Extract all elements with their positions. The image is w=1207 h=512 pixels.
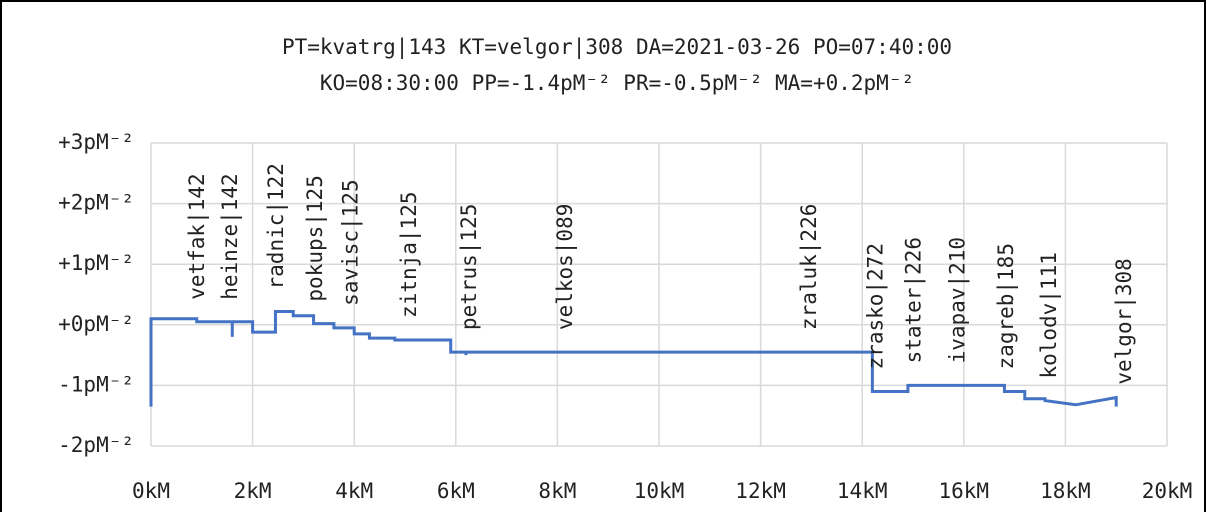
station-label: savisc|125 — [339, 179, 364, 305]
chart-title: PT=kvatrg|143 KT=velgor|308 DA=2021-03-2… — [282, 35, 952, 60]
x-tick-label: 20kM — [1142, 479, 1193, 503]
x-tick-label: 8kM — [538, 479, 576, 503]
x-tick-label: 0kM — [132, 479, 170, 503]
line — [149, 309, 1118, 407]
station-label: zitnja|125 — [397, 192, 422, 318]
y-tick-label: +1pM⁻² — [58, 251, 134, 275]
y-tick-label: +2pM⁻² — [58, 191, 134, 215]
station-label: kolodv|111 — [1037, 252, 1062, 378]
x-tick-label: 2kM — [234, 479, 272, 503]
station-label: pokups|125 — [303, 175, 328, 301]
y-tick-label: -1pM⁻² — [58, 372, 134, 396]
station-label: zagreb|185 — [994, 243, 1019, 369]
x-tick-label: 12kM — [735, 479, 786, 503]
x-tick-label: 16kM — [939, 479, 990, 503]
y-tick-label: +3pM⁻² — [58, 130, 134, 154]
x-tick-label: 4kM — [335, 479, 373, 503]
x-tick-label: 14kM — [837, 479, 888, 503]
x-tick-label: 10kM — [634, 479, 685, 503]
chart-subtitle: KO=08:30:00 PP=-1.4pM⁻² PR=-0.5pM⁻² MA=+… — [320, 71, 914, 95]
station-label: velgor|308 — [1112, 258, 1137, 384]
station-label: zraluk|226 — [797, 204, 822, 330]
station-label: ivapav|210 — [946, 237, 971, 363]
station-label: radnic|122 — [264, 163, 289, 289]
y-tick-label: +0pM⁻² — [58, 312, 134, 336]
y-tick-label: -2pM⁻² — [58, 433, 134, 457]
x-tick-label: 6kM — [437, 479, 475, 503]
station-label: heinze|142 — [218, 173, 243, 299]
station-label: petrus|125 — [457, 204, 482, 330]
station-label: velkos|089 — [553, 204, 578, 330]
x-tick-label: 18kM — [1040, 479, 1091, 503]
station-label: zrasko|272 — [863, 243, 888, 369]
station-label: stater|226 — [902, 237, 927, 363]
station-label: vetfak|142 — [185, 173, 210, 299]
